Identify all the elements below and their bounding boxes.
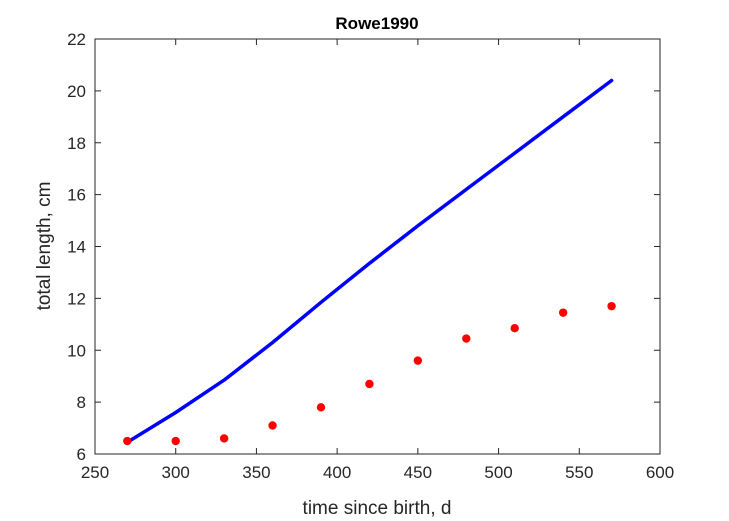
x-tick-label: 500 [484,463,512,482]
y-tick-label: 16 [67,186,86,205]
y-tick-label: 10 [67,341,86,360]
y-tick-label: 6 [77,445,86,464]
data-point [365,379,374,389]
y-tick-label: 12 [67,289,86,308]
chart-title: Rowe1990 [335,14,418,33]
y-tick-label: 20 [67,82,86,101]
data-point [558,308,568,317]
data-point [268,421,277,430]
data-point [123,436,132,446]
x-tick-label: 600 [646,463,674,482]
x-tick-label: 400 [323,463,351,482]
y-axis-label: total length, cm [34,182,55,311]
model-curve-line [125,78,614,445]
x-tick-label: 250 [81,463,109,482]
plot-area [94,38,661,455]
data-point [219,434,229,443]
x-tick-label: 300 [162,463,190,482]
x-tick-label: 450 [404,463,432,482]
x-tick-label: 350 [242,463,270,482]
y-tick-label: 14 [67,238,86,257]
x-axis-ticks: 250 300 350 400 450 500 550 600 [81,39,674,482]
data-point [510,324,519,333]
y-axis-ticks: 6 8 10 12 14 16 18 20 22 [67,30,660,464]
x-tick-label: 550 [565,463,593,482]
data-point [607,301,616,311]
data-point [316,403,326,412]
y-tick-label: 8 [77,393,86,412]
data-point [171,436,180,446]
y-tick-label: 22 [67,30,86,49]
data-point [413,356,423,365]
series-layer [123,78,616,446]
x-axis-label: time since birth, d [303,498,452,519]
y-tick-label: 18 [67,134,86,153]
data-point [462,334,471,343]
